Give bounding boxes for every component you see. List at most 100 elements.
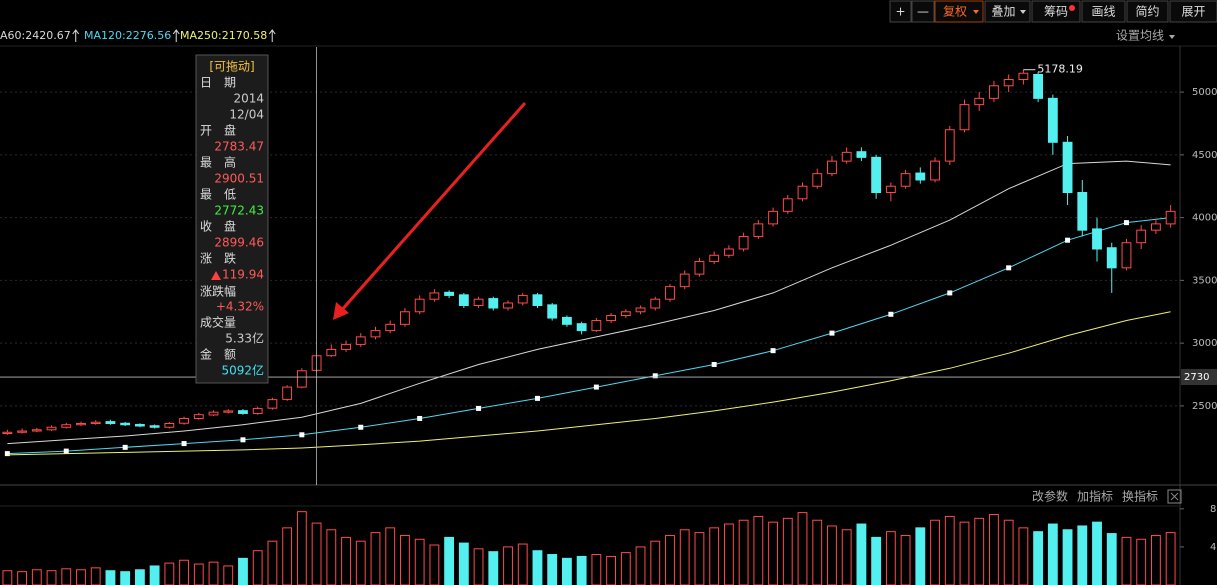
tooltip-text: 119.94	[222, 268, 264, 282]
button-label: 叠加	[991, 5, 1015, 19]
trend-arrow	[72, 29, 80, 42]
volume-bar	[193, 563, 204, 585]
volume-bar	[885, 531, 896, 585]
candle-body	[17, 430, 28, 433]
button-frame	[911, 0, 935, 23]
volume-bar	[974, 517, 985, 585]
candle-body	[400, 311, 410, 325]
volume-bar	[355, 540, 366, 585]
toolbar-button[interactable]: 叠加	[984, 0, 1031, 23]
crosshair-label: 2730	[1184, 372, 1209, 383]
dropdown-icon	[973, 10, 979, 14]
tooltip-text: 2772.43	[214, 204, 264, 218]
ma-marker	[417, 415, 423, 421]
candle-body	[370, 330, 381, 338]
legend: A60:2420.67 MA120:2276.56 MA250:2170.58	[0, 29, 276, 42]
candle-body	[738, 235, 749, 250]
volume-bar	[650, 540, 661, 585]
candle-body	[930, 160, 940, 181]
volume-bar	[1165, 532, 1176, 585]
ma-marker	[240, 437, 246, 443]
indicator-buttons: 改参数 加指标 换指标	[1032, 489, 1158, 504]
candle-body	[458, 294, 469, 306]
candle-body	[1150, 223, 1161, 231]
button-label: —	[917, 5, 929, 19]
candle-body	[149, 425, 160, 428]
y-tick-label: 5000	[1192, 87, 1217, 98]
annotation-arrowhead	[333, 302, 349, 320]
trend-arrow	[172, 29, 180, 42]
settings-button[interactable]: 设置均线	[1116, 29, 1164, 43]
ma-marker	[1006, 265, 1012, 271]
volume-bar	[223, 565, 234, 585]
toolbar-button[interactable]: +	[889, 0, 912, 23]
volume-bar	[827, 525, 837, 585]
volume-bar	[296, 511, 307, 585]
ma-marker	[1065, 237, 1071, 243]
candle-body	[665, 286, 675, 300]
button-frame	[1031, 0, 1081, 23]
candle-body	[1033, 74, 1044, 99]
volume-bar	[782, 517, 793, 585]
candle-body	[282, 386, 293, 400]
candle-body	[1077, 192, 1088, 231]
peak-label: 5178.19	[1037, 63, 1083, 76]
button-frame	[889, 0, 912, 23]
volume-bar	[944, 515, 955, 585]
button-frame	[984, 0, 1031, 23]
volume-bar	[576, 555, 587, 585]
volume-bar	[591, 554, 602, 585]
tooltip-text: [可拖动]	[209, 60, 254, 74]
volume-bar	[46, 570, 57, 585]
trend-arrow	[268, 29, 276, 42]
volume-bar	[341, 536, 351, 585]
button-label: 画线	[1091, 5, 1115, 19]
toolbar-button[interactable]: —	[911, 0, 935, 23]
volume-bar	[679, 529, 690, 585]
candle-body	[944, 129, 955, 162]
volume-bar	[694, 532, 705, 585]
toolbar-button[interactable]: 简约	[1126, 0, 1169, 23]
tooltip-text: 涨跌幅	[200, 284, 236, 299]
toolbar: + — 复权 叠加 筹码 画线 简约 展开	[889, 0, 1217, 23]
candle-body	[709, 254, 720, 263]
volume-bar	[1018, 527, 1029, 585]
ma-marker	[4, 451, 10, 457]
legend-entry: MA120:2276.56	[84, 29, 171, 42]
candle-body	[1121, 242, 1132, 269]
candle-body	[532, 294, 543, 306]
indicator-button[interactable]: 换指标	[1122, 489, 1158, 504]
volume-bar	[458, 542, 469, 585]
volume-bar	[768, 521, 778, 585]
y-tick-label: 4000	[1192, 213, 1217, 224]
volume-bar	[1150, 534, 1161, 585]
candle-body	[812, 173, 823, 187]
volume-bar	[429, 544, 440, 585]
toolbar-button[interactable]: 复权	[934, 0, 984, 23]
candle-body	[959, 104, 970, 131]
candle-body	[1003, 79, 1014, 87]
indicator-button[interactable]: 改参数	[1032, 489, 1068, 504]
dropdown-icon	[1020, 10, 1026, 14]
tooltip-box	[195, 54, 269, 384]
ma-line	[7, 311, 1171, 456]
candle-body	[989, 85, 999, 99]
candle-body	[429, 292, 440, 300]
indicator-button[interactable]: 加指标	[1077, 489, 1113, 504]
close-button[interactable]	[1167, 489, 1182, 504]
candle-body	[1136, 229, 1147, 244]
tooltip-text: 成交量	[200, 315, 236, 330]
volume-bar	[488, 551, 499, 585]
volume-bar	[238, 557, 248, 585]
toolbar-button[interactable]: 画线	[1081, 0, 1126, 23]
candle-body	[635, 307, 646, 313]
volume-bar	[1047, 523, 1058, 585]
candle-body	[444, 291, 455, 296]
toolbar-button[interactable]: 展开	[1169, 0, 1217, 23]
candle-body	[606, 315, 617, 322]
volume-bar	[164, 562, 175, 585]
volume-bar	[1106, 533, 1117, 585]
ma-marker	[1123, 220, 1129, 226]
toolbar-button[interactable]: 筹码	[1031, 0, 1081, 23]
